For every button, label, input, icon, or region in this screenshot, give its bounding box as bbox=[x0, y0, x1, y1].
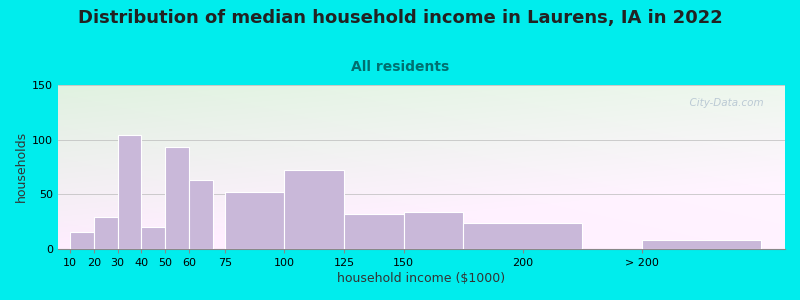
Bar bbox=[404, 212, 463, 249]
Bar bbox=[118, 135, 142, 249]
Bar bbox=[463, 223, 582, 249]
Bar bbox=[189, 180, 213, 249]
Bar bbox=[344, 214, 404, 249]
Text: Distribution of median household income in Laurens, IA in 2022: Distribution of median household income … bbox=[78, 9, 722, 27]
Bar bbox=[142, 227, 166, 249]
Text: All residents: All residents bbox=[351, 60, 449, 74]
X-axis label: household income ($1000): household income ($1000) bbox=[338, 272, 506, 285]
Y-axis label: households: households bbox=[15, 131, 28, 202]
Bar bbox=[166, 147, 189, 249]
Bar bbox=[225, 192, 285, 249]
Bar bbox=[70, 232, 94, 249]
Bar bbox=[642, 240, 761, 249]
Text: City-Data.com: City-Data.com bbox=[682, 98, 763, 108]
Bar bbox=[285, 170, 344, 249]
Bar bbox=[94, 217, 118, 249]
